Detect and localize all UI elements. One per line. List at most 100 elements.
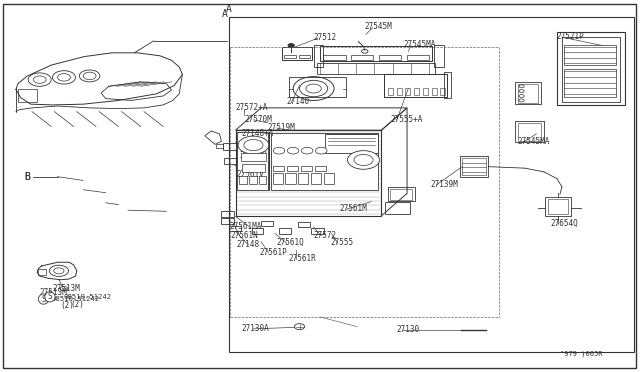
Bar xyxy=(229,226,241,231)
Text: A: A xyxy=(226,4,232,14)
Bar xyxy=(423,88,428,95)
Bar xyxy=(462,158,486,175)
Bar xyxy=(224,158,237,164)
Text: 27561M: 27561M xyxy=(339,204,367,213)
Text: 27561MA: 27561MA xyxy=(229,222,262,231)
Bar xyxy=(390,189,412,200)
Bar xyxy=(414,88,419,95)
Bar xyxy=(444,72,451,98)
Circle shape xyxy=(287,147,299,154)
Bar xyxy=(545,197,571,216)
Bar xyxy=(324,173,334,184)
Bar xyxy=(273,173,283,184)
Bar xyxy=(460,156,488,177)
Bar xyxy=(236,130,381,216)
Text: 27561R: 27561R xyxy=(288,254,316,263)
Text: A: A xyxy=(222,9,228,19)
Text: 27561P: 27561P xyxy=(259,248,287,257)
Bar xyxy=(285,173,296,184)
Text: B: B xyxy=(24,172,30,182)
Text: 27555: 27555 xyxy=(330,238,353,247)
Bar xyxy=(385,202,410,214)
Text: 27572+A: 27572+A xyxy=(236,103,268,112)
Bar xyxy=(405,88,410,95)
Bar xyxy=(315,166,326,171)
Bar xyxy=(557,32,625,105)
Bar xyxy=(564,69,616,97)
Bar xyxy=(271,133,378,190)
Bar xyxy=(518,123,541,141)
Bar xyxy=(325,134,378,153)
Bar xyxy=(284,55,296,58)
Bar xyxy=(323,55,346,60)
Text: 27545MA: 27545MA xyxy=(517,137,550,146)
Bar xyxy=(221,211,234,217)
Bar xyxy=(564,45,616,65)
Bar xyxy=(38,269,46,275)
Bar xyxy=(351,55,373,60)
Text: 27512: 27512 xyxy=(314,33,337,42)
Text: 27148: 27148 xyxy=(237,240,260,248)
Text: (2): (2) xyxy=(70,300,84,309)
Bar xyxy=(317,63,435,74)
Text: 27561V: 27561V xyxy=(237,170,264,179)
Text: ^979 )005R: ^979 )005R xyxy=(560,351,602,357)
Text: 27570M: 27570M xyxy=(244,115,272,124)
Bar xyxy=(407,55,429,60)
Bar xyxy=(299,55,310,58)
Bar xyxy=(379,55,401,60)
Bar xyxy=(289,77,346,97)
Bar xyxy=(216,144,223,148)
Bar xyxy=(301,166,312,171)
Bar xyxy=(242,164,265,172)
Text: 27513M: 27513M xyxy=(52,284,80,293)
Bar xyxy=(311,228,324,234)
Bar xyxy=(18,89,37,102)
Bar xyxy=(440,88,445,95)
Bar xyxy=(515,121,544,142)
Circle shape xyxy=(288,44,294,47)
Bar xyxy=(249,176,257,184)
Text: 27519M: 27519M xyxy=(268,123,295,132)
Circle shape xyxy=(316,147,327,154)
Circle shape xyxy=(273,147,285,154)
Bar xyxy=(320,46,432,61)
Text: 27561N: 27561N xyxy=(230,231,258,240)
Bar xyxy=(314,45,323,67)
Text: S: S xyxy=(41,295,46,304)
Text: 27555+A: 27555+A xyxy=(390,115,423,124)
Text: 27561U: 27561U xyxy=(239,151,267,160)
Bar xyxy=(252,228,263,234)
Circle shape xyxy=(301,147,313,154)
Text: 27521P: 27521P xyxy=(557,32,584,41)
Text: 08510-51242: 08510-51242 xyxy=(64,294,112,300)
Bar xyxy=(279,228,291,234)
Bar xyxy=(384,74,447,97)
Bar xyxy=(562,37,620,102)
Bar xyxy=(287,166,298,171)
Bar xyxy=(397,88,402,95)
Bar xyxy=(515,82,541,104)
Text: 27148+A: 27148+A xyxy=(242,129,275,138)
Text: (2): (2) xyxy=(61,301,75,310)
Text: 27545M: 27545M xyxy=(365,22,392,31)
Bar xyxy=(221,218,234,224)
Text: 08510-51242: 08510-51242 xyxy=(51,296,99,302)
Bar xyxy=(259,176,266,184)
Bar xyxy=(548,199,568,214)
Text: S: S xyxy=(47,292,52,301)
Bar xyxy=(223,143,237,150)
Bar xyxy=(273,166,284,171)
Bar xyxy=(237,132,268,190)
Text: 27561Q: 27561Q xyxy=(276,238,304,247)
Text: B: B xyxy=(24,172,30,182)
Bar xyxy=(431,88,436,95)
Circle shape xyxy=(238,136,269,154)
Bar xyxy=(518,84,538,103)
Text: 27130A: 27130A xyxy=(242,324,269,333)
Bar xyxy=(388,187,415,201)
Circle shape xyxy=(348,151,380,169)
Text: 27572: 27572 xyxy=(314,231,337,240)
Bar xyxy=(239,176,247,184)
Bar xyxy=(298,173,308,184)
